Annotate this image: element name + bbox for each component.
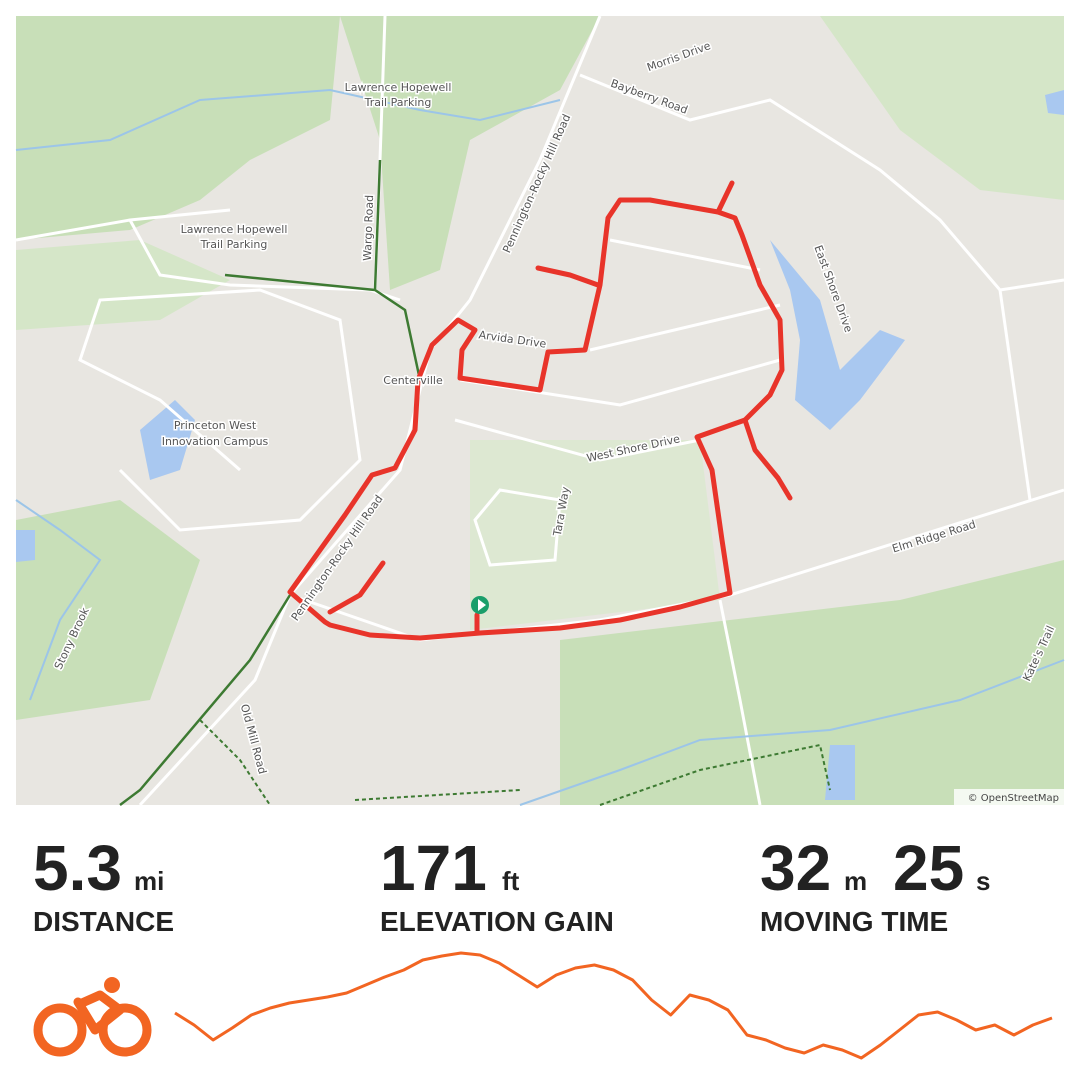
park xyxy=(340,16,600,290)
stat-unit: mi xyxy=(134,866,164,896)
map-label: Princeton West xyxy=(174,419,257,432)
stat-label: MOVING TIME xyxy=(760,906,948,937)
park xyxy=(16,500,200,720)
stat-unit: ft xyxy=(502,866,520,896)
route xyxy=(287,180,793,641)
map-label: Lawrence Hopewell xyxy=(345,81,452,94)
stat-label: ELEVATION GAIN xyxy=(380,906,614,937)
stat-value: 5.3 xyxy=(33,832,122,904)
map-label: Trail Parking xyxy=(200,238,268,251)
lake xyxy=(16,530,35,562)
map-label: Lawrence Hopewell xyxy=(181,223,288,236)
map-label: Trail Parking xyxy=(364,96,432,109)
stat-label: DISTANCE xyxy=(33,906,174,937)
trail xyxy=(119,159,422,806)
elevation-line xyxy=(174,951,1053,1060)
trail xyxy=(199,719,831,806)
map-label: Centerville xyxy=(383,374,443,387)
stat-unit: s xyxy=(976,866,990,896)
map-label: Wargo Road xyxy=(361,195,376,261)
park xyxy=(16,240,230,330)
park xyxy=(820,16,1064,200)
park xyxy=(470,440,720,630)
attribution[interactable]: © OpenStreetMap xyxy=(968,793,1059,804)
stat-unit: m xyxy=(844,866,867,896)
park xyxy=(560,560,1064,805)
attribution-bg xyxy=(954,789,1064,805)
cyclist-icon xyxy=(33,977,152,1057)
start-marker xyxy=(471,596,489,614)
park xyxy=(16,16,340,240)
map: Lawrence Hopewell Trail Parking Lawrence… xyxy=(15,15,1065,807)
stat-value: 32 xyxy=(760,832,831,904)
stats: 5.3 mi DISTANCE 171 ft ELEVATION GAIN 32… xyxy=(33,832,990,937)
lake xyxy=(1045,90,1064,115)
lake xyxy=(825,745,855,800)
lake xyxy=(770,240,905,430)
stat-value: 171 xyxy=(380,832,487,904)
streams xyxy=(15,88,1065,806)
stat-value: 25 xyxy=(893,832,964,904)
elevation-profile xyxy=(174,951,1053,1060)
map-label: Innovation Campus xyxy=(162,435,269,448)
